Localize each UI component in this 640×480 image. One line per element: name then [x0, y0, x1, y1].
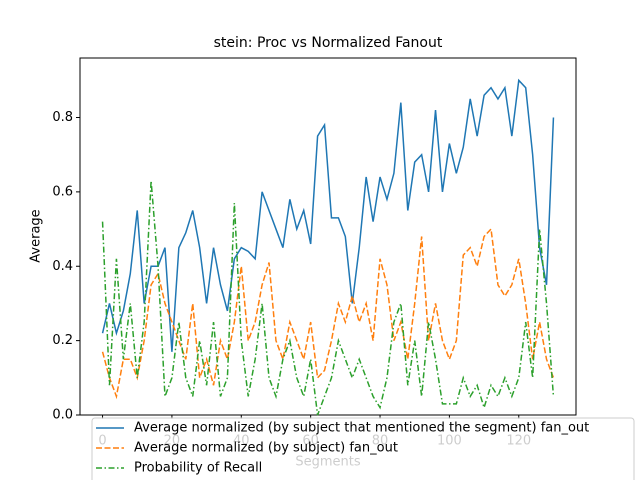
y-tick-label: 0.4 — [52, 259, 73, 274]
y-tick-label: 0.2 — [52, 333, 73, 348]
series-line — [101, 78, 555, 352]
legend: Average normalized (by subject that ment… — [91, 417, 635, 480]
chart-title: stein: Proc vs Normalized Fanout — [214, 35, 443, 51]
y-tick-label: 0.8 — [52, 110, 73, 125]
series-line — [101, 227, 555, 400]
legend-label: Probability of Recall — [134, 461, 262, 476]
legend-label: Average normalized (by subject) fan_out — [134, 441, 398, 456]
legend-box — [91, 417, 635, 480]
legend-label: Average normalized (by subject that ment… — [134, 421, 589, 436]
y-tick-label: 0.6 — [52, 184, 73, 199]
y-tick-label: 0.0 — [52, 408, 73, 423]
plot-frame — [79, 57, 577, 416]
y-axis-label: Average — [29, 209, 44, 262]
series-line — [101, 180, 555, 416]
